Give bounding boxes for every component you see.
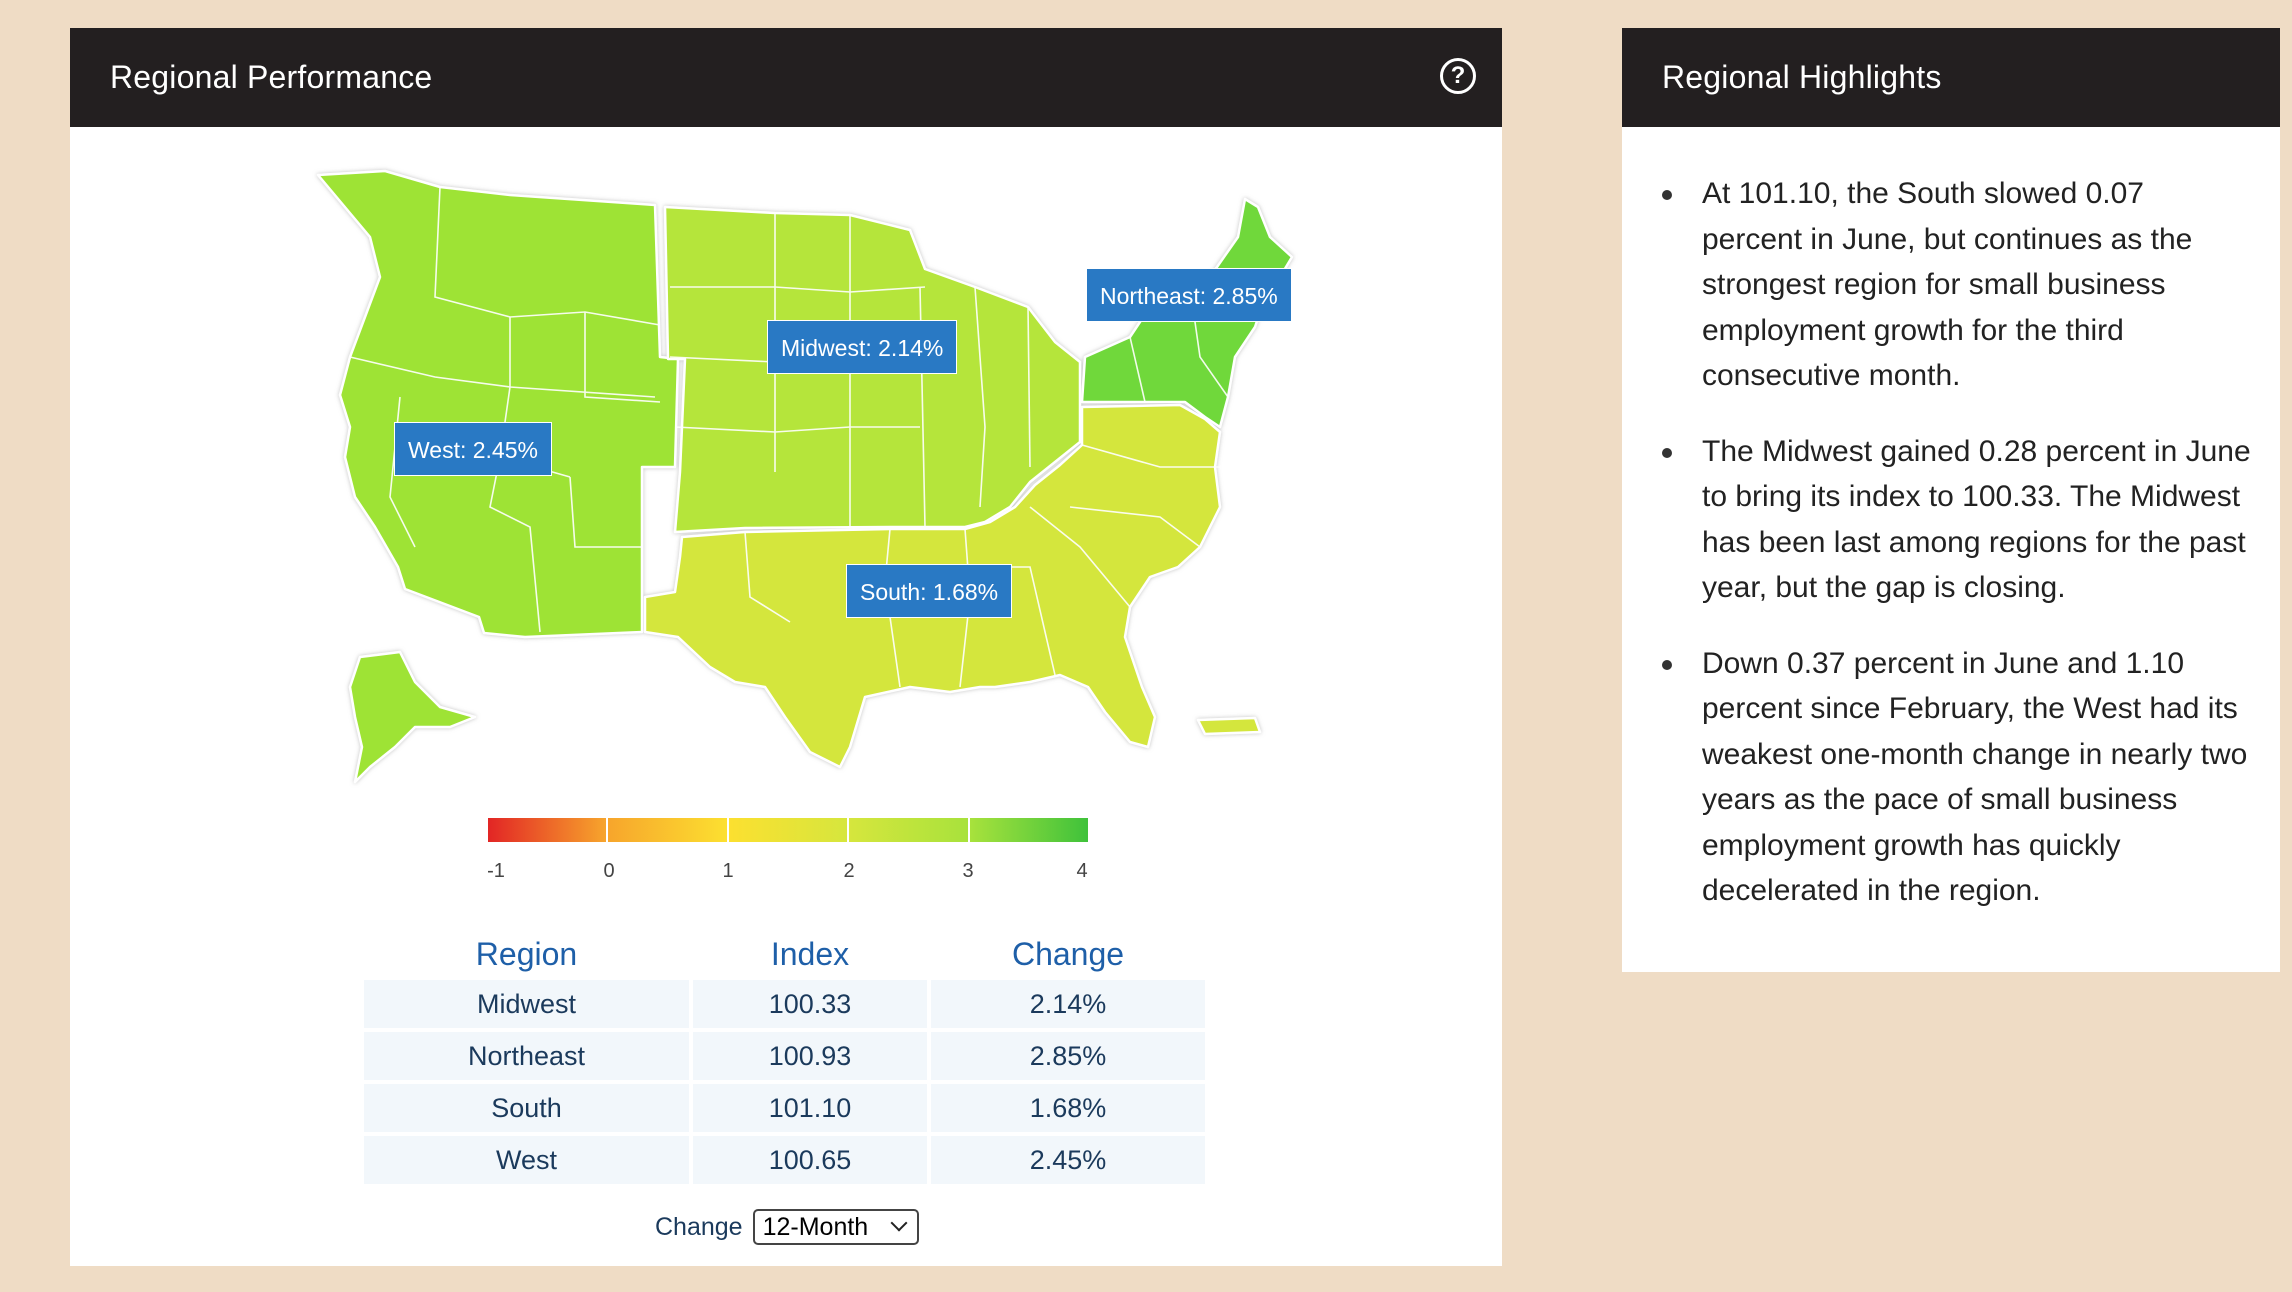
- table-header-index[interactable]: Index: [770, 935, 850, 972]
- alaska-shape[interactable]: [348, 650, 477, 784]
- highlights-panel-title: Regional Highlights: [1662, 59, 1942, 95]
- legend-tick-label: 3: [962, 860, 974, 882]
- change-period-select[interactable]: 12-Month: [752, 1209, 919, 1245]
- list-item: At 101.10, the South slowed 0.07 percent…: [1662, 171, 2252, 399]
- table-row: Midwest 100.33 2.14%: [364, 980, 1205, 1028]
- change-period-selected-value: 12-Month: [762, 1213, 869, 1241]
- legend-tick-label: -1: [487, 860, 505, 882]
- region-data-table: Region Index Change Midwest 100.33 2.14%…: [360, 928, 1209, 1188]
- table-cell-change: 2.85%: [931, 1032, 1205, 1080]
- region-west[interactable]: [316, 169, 680, 639]
- region-label-midwest[interactable]: Midwest: 2.14%: [767, 320, 958, 374]
- regional-performance-panel: Regional Performance ?: [70, 28, 1502, 1266]
- region-label-south[interactable]: South: 1.68%: [846, 564, 1013, 618]
- legend-color-bar: [488, 818, 1089, 842]
- legend-segment: [849, 818, 970, 842]
- table-cell-change: 2.14%: [931, 980, 1205, 1028]
- table-header-change[interactable]: Change: [1011, 935, 1125, 972]
- table-cell-region: West: [364, 1136, 689, 1184]
- legend-tick-label: 2: [843, 860, 855, 882]
- table-cell-change: 2.45%: [931, 1136, 1205, 1184]
- table-cell-index: 100.93: [693, 1032, 927, 1080]
- table-row: South 101.10 1.68%: [364, 1084, 1205, 1132]
- legend-segment: [969, 818, 1089, 842]
- table-cell-index: 100.33: [693, 980, 927, 1028]
- change-period-control: Change 12-Month: [655, 1208, 919, 1246]
- regional-highlights-panel: Regional Highlights At 101.10, the South…: [1622, 28, 2280, 972]
- puerto-rico-shape[interactable]: [1196, 716, 1262, 736]
- performance-panel-header: Regional Performance ?: [70, 28, 1502, 127]
- highlights-panel-header: Regional Highlights: [1622, 28, 2280, 127]
- highlight-text: Down 0.37 percent in June and 1.10 perce…: [1702, 646, 2248, 908]
- highlights-list: At 101.10, the South slowed 0.07 percent…: [1662, 171, 2252, 944]
- table-row: West 100.65 2.45%: [364, 1136, 1205, 1184]
- table-header-region[interactable]: Region: [475, 935, 578, 972]
- list-item: Down 0.37 percent in June and 1.10 perce…: [1662, 641, 2252, 914]
- table-cell-region: Midwest: [364, 980, 689, 1028]
- highlight-text: At 101.10, the South slowed 0.07 percent…: [1702, 177, 2193, 392]
- legend-tick-label: 1: [722, 860, 734, 882]
- table-cell-region: Northeast: [364, 1032, 689, 1080]
- us-regions-map: [316, 169, 1294, 784]
- bullet-icon: [1662, 659, 1672, 670]
- change-period-label: Change: [655, 1212, 743, 1241]
- bullet-icon: [1662, 447, 1672, 458]
- table-cell-change: 1.68%: [931, 1084, 1205, 1132]
- performance-panel-title: Regional Performance: [110, 59, 433, 95]
- legend-tick-label: 0: [603, 860, 615, 882]
- highlight-text: The Midwest gained 0.28 percent in June …: [1702, 434, 2251, 605]
- legend-tick-label: 4: [1076, 860, 1088, 882]
- table-header-row: Region Index Change: [364, 932, 1205, 976]
- list-item: The Midwest gained 0.28 percent in June …: [1662, 429, 2252, 611]
- color-scale-legend: -1 0 1 2 3 4: [487, 818, 1089, 888]
- legend-segment: [728, 818, 850, 842]
- table-row: Northeast 100.93 2.85%: [364, 1032, 1205, 1080]
- region-label-northeast[interactable]: Northeast: 2.85%: [1086, 268, 1292, 322]
- legend-segment: [488, 818, 609, 842]
- region-label-west[interactable]: West: 2.45%: [394, 422, 552, 476]
- question-circle-icon[interactable]: ?: [1440, 58, 1476, 94]
- bullet-icon: [1662, 190, 1672, 200]
- chevron-down-icon: [890, 1214, 908, 1232]
- table-cell-index: 100.65: [693, 1136, 927, 1184]
- legend-segment: [608, 818, 729, 842]
- table-cell-region: South: [364, 1084, 689, 1132]
- table-cell-index: 101.10: [693, 1084, 927, 1132]
